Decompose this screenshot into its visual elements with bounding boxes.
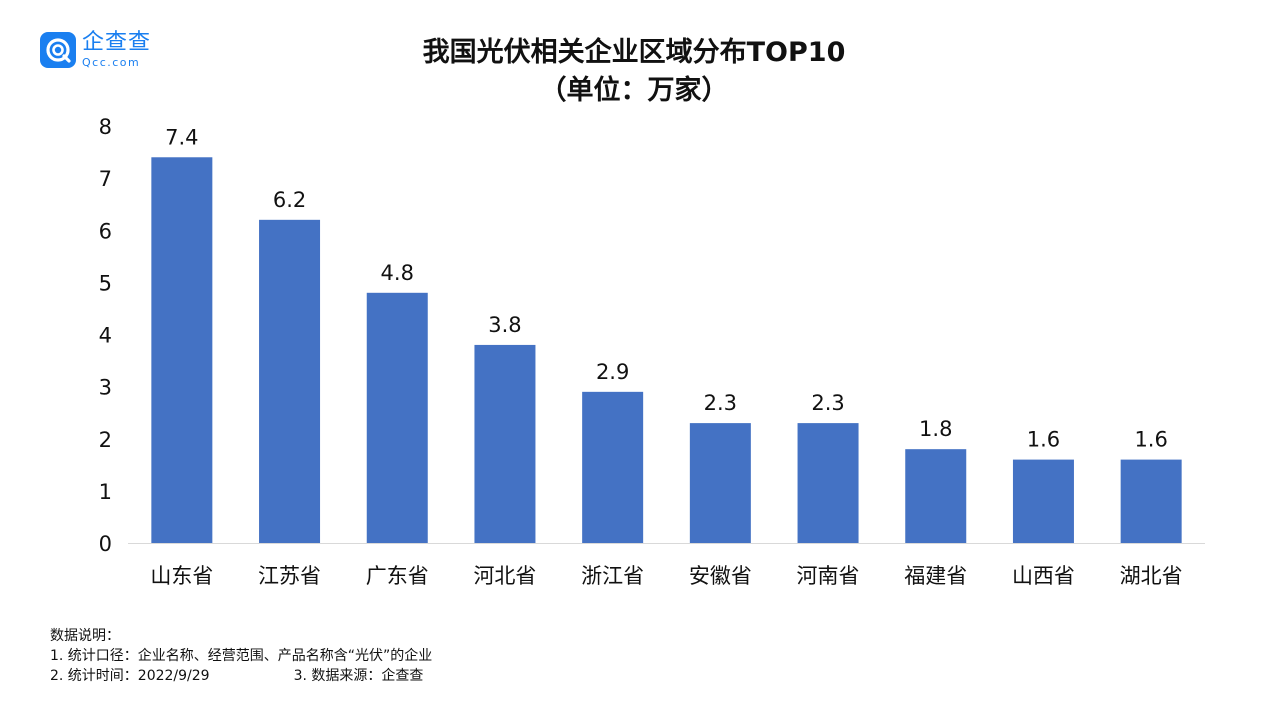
data-label: 1.6 bbox=[1134, 428, 1167, 452]
notes-stat-date: 2. 统计时间：2022/9/29 bbox=[50, 668, 210, 684]
bar bbox=[259, 219, 321, 543]
chart-subtitle: （单位：万家） bbox=[539, 75, 729, 106]
data-label: 2.3 bbox=[811, 391, 844, 415]
y-tick-label: 6 bbox=[99, 219, 112, 243]
data-notes: 数据说明： 1. 统计口径：企业名称、经营范围、产品名称含“光伏”的企业 2. … bbox=[50, 626, 432, 686]
bar bbox=[366, 292, 428, 543]
data-label: 6.2 bbox=[273, 188, 306, 212]
bar bbox=[582, 391, 644, 543]
chart-title: 我国光伏相关企业区域分布TOP10 bbox=[422, 37, 846, 68]
data-label: 4.8 bbox=[381, 261, 414, 285]
brand-logo: 企查查 Qcc.com bbox=[40, 32, 151, 68]
data-label: 1.6 bbox=[1027, 428, 1060, 452]
y-tick-label: 5 bbox=[99, 271, 112, 295]
bar bbox=[474, 344, 536, 543]
data-label: 7.4 bbox=[165, 125, 198, 149]
bar bbox=[1120, 459, 1182, 543]
y-tick-label: 8 bbox=[99, 115, 112, 139]
data-label: 3.8 bbox=[488, 313, 521, 337]
bar bbox=[905, 449, 967, 543]
bar bbox=[689, 423, 751, 543]
notes-line-2: 2. 统计时间：2022/9/29 3. 数据来源：企查查 bbox=[50, 666, 432, 686]
notes-source: 3. 数据来源：企查查 bbox=[293, 668, 424, 684]
bar bbox=[1012, 459, 1074, 543]
y-tick-label: 7 bbox=[99, 167, 112, 191]
x-tick-label: 江苏省 bbox=[258, 564, 321, 588]
x-tick-label: 广东省 bbox=[366, 564, 429, 588]
x-tick-label: 福建省 bbox=[904, 564, 967, 588]
x-tick-label: 河北省 bbox=[473, 564, 536, 588]
bar-chart: 0 1 2 3 4 5 6 7 8 7.4 山东省 6.2 江苏省 4.8 广东省 3.8 河北省 2.9 浙江省 2… bbox=[99, 115, 1205, 588]
y-tick-label: 0 bbox=[99, 532, 112, 556]
bar bbox=[151, 157, 213, 543]
x-tick-label: 安徽省 bbox=[689, 564, 752, 588]
y-tick-label: 3 bbox=[99, 376, 112, 400]
notes-line-1: 1. 统计口径：企业名称、经营范围、产品名称含“光伏”的企业 bbox=[50, 648, 433, 664]
y-tick-label: 1 bbox=[99, 480, 112, 504]
y-tick-label: 4 bbox=[99, 324, 112, 348]
notes-heading: 数据说明： bbox=[50, 628, 120, 644]
x-tick-label: 山西省 bbox=[1012, 564, 1075, 588]
bar bbox=[797, 423, 859, 543]
y-tick-label: 2 bbox=[99, 428, 112, 452]
logo-name: 企查查 bbox=[82, 30, 152, 55]
x-tick-label: 湖北省 bbox=[1120, 564, 1183, 588]
data-label: 2.3 bbox=[704, 391, 737, 415]
x-tick-label: 山东省 bbox=[150, 564, 213, 588]
qcc-logo-icon bbox=[40, 32, 76, 68]
x-tick-label: 河南省 bbox=[797, 564, 860, 588]
data-label: 1.8 bbox=[919, 417, 952, 441]
logo-subtext: Qcc.com bbox=[82, 56, 141, 69]
data-label: 2.9 bbox=[596, 360, 629, 384]
x-tick-label: 浙江省 bbox=[581, 564, 644, 588]
